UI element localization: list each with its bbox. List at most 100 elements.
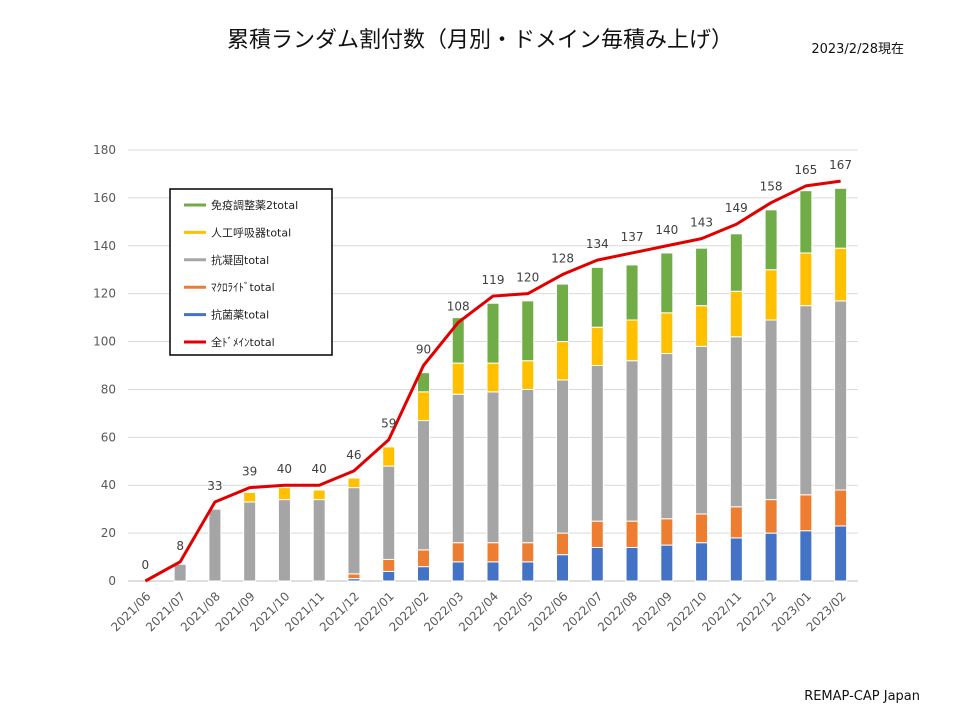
bar-macrolide-2022/06 [556, 532, 570, 556]
bar-macrolide-2022/10 [695, 513, 709, 544]
data-label-2021/09: 39 [242, 465, 257, 479]
bar-macrolide-2023/01 [799, 494, 813, 532]
bar-antibiotic-2022/12 [764, 532, 778, 582]
bar-macrolide-2022/04 [486, 542, 500, 563]
bar-immuno-2023/01 [799, 190, 813, 254]
data-label-2022/07: 134 [586, 237, 609, 251]
bar-anticoag-2021/11 [312, 499, 326, 582]
bar-ventilation-2022/07 [590, 326, 604, 367]
bar-ventilation-2022/06 [556, 341, 570, 381]
bar-immuno-2022/06 [556, 283, 570, 343]
bar-immuno-2022/12 [764, 209, 778, 271]
data-label-2022/08: 137 [621, 230, 644, 244]
bar-macrolide-2022/07 [590, 520, 604, 548]
y-tick-label: 20 [101, 526, 116, 540]
bar-ventilation-2022/01 [382, 446, 396, 467]
data-label-2021/08: 33 [207, 479, 222, 493]
data-labels: 0 8 33 39 40 40 46 59 90 108 119 120 128 134 137 140 143… [142, 158, 853, 572]
legend-box [169, 188, 333, 356]
bar-immuno-2023/02 [834, 187, 848, 249]
bar-anticoag-2022/05 [521, 388, 535, 544]
bar-ventilation-2021/09 [243, 491, 257, 503]
x-axis-ticks: 2021/062021/072021/082021/092021/102021/… [108, 589, 848, 634]
bar-immuno-2022/11 [729, 233, 743, 292]
legend-label-macrolide: ﾏｸﾛﾗｲﾄﾞtotal [211, 281, 275, 294]
total-line [144, 179, 841, 583]
bar-antibiotic-2023/02 [834, 525, 848, 582]
data-label-2022/01: 59 [381, 417, 396, 431]
data-label-2022/02: 90 [416, 343, 431, 357]
bar-antibiotic-2022/02 [416, 566, 430, 582]
chart-title: 累積ランダム割付数（月別・ドメイン毎積み上げ） [226, 28, 733, 53]
bar-ventilation-2022/05 [521, 360, 535, 390]
bar-antibiotic-2022/09 [660, 544, 674, 582]
bar-ventilation-2022/04 [486, 362, 500, 393]
y-tick-label: 0 [108, 574, 116, 588]
legend-label-anticoag: 抗凝固total [211, 253, 269, 267]
bar-ventilation-2022/02 [416, 391, 430, 422]
bar-macrolide-2022/05 [521, 542, 535, 563]
bar-ventilation-2021/11 [312, 489, 326, 501]
bar-anticoag-2023/01 [799, 305, 813, 496]
bar-immuno-2022/02 [416, 372, 430, 393]
data-label-2022/03: 108 [447, 299, 470, 313]
bar-anticoag-2022/03 [451, 393, 465, 544]
data-label-2022/10: 143 [690, 216, 713, 230]
bar-immuno-2022/03 [451, 317, 465, 364]
y-tick-label: 140 [93, 239, 116, 253]
bar-immuno-2022/09 [660, 252, 674, 314]
bar-macrolide-2023/02 [834, 489, 848, 527]
legend-label-ventilation: 人工呼吸器total [211, 226, 291, 239]
legend: 免疫調整薬2total 人工呼吸器total 抗凝固total ﾏｸﾛﾗｲﾄﾞtota… [169, 188, 333, 356]
bar-anticoag-2022/01 [382, 465, 396, 560]
y-tick-label: 180 [93, 143, 116, 157]
bar-anticoag-2022/02 [416, 420, 430, 551]
bar-antibiotic-2022/03 [451, 561, 465, 582]
bar-antibiotic-2022/01 [382, 570, 396, 582]
bar-anticoag-2021/09 [243, 501, 257, 582]
y-tick-label: 120 [93, 287, 116, 301]
y-tick-label: 40 [101, 478, 116, 492]
data-label-2023/02: 167 [829, 158, 852, 172]
credit-text: REMAP-CAP Japan [804, 689, 920, 704]
bar-anticoag-2022/06 [556, 379, 570, 534]
data-label-2021/11: 40 [312, 462, 327, 476]
bar-anticoag-2023/02 [834, 300, 848, 491]
data-label-2023/01: 165 [794, 163, 817, 177]
bar-ventilation-2022/11 [729, 290, 743, 338]
bar-immuno-2022/10 [695, 247, 709, 307]
legend-label-total: 全ﾄﾞﾒｲﾝtotal [211, 335, 275, 349]
bar-macrolide-2021/12 [347, 573, 361, 580]
bar-immuno-2022/04 [486, 302, 500, 364]
as-of-date: 2023/2/28現在 [811, 42, 904, 57]
legend-label-immuno: 免疫調整薬2total [211, 198, 298, 212]
y-tick-label: 80 [101, 382, 116, 396]
bar-antibiotic-2022/07 [590, 546, 604, 582]
bar-immuno-2022/07 [590, 266, 604, 328]
data-label-2021/10: 40 [277, 462, 292, 476]
bar-ventilation-2022/08 [625, 319, 639, 362]
bar-anticoag-2022/11 [729, 336, 743, 508]
bar-ventilation-2022/12 [764, 269, 778, 321]
bar-ventilation-2022/10 [695, 305, 709, 347]
bar-ventilation-2021/10 [277, 487, 291, 501]
bar-ventilation-2021/12 [347, 477, 361, 489]
bar-macrolide-2022/01 [382, 558, 396, 572]
data-label-2022/06: 128 [551, 252, 574, 266]
bar-macrolide-2022/12 [764, 499, 778, 534]
bar-antibiotic-2022/08 [625, 546, 639, 582]
bar-macrolide-2022/11 [729, 506, 743, 539]
data-label-2022/04: 119 [482, 273, 505, 287]
data-label-2021/12: 46 [346, 448, 361, 462]
data-label-2022/09: 140 [655, 223, 678, 237]
y-tick-label: 60 [101, 430, 116, 444]
bar-anticoag-2022/12 [764, 319, 778, 501]
bar-antibiotic-2022/06 [556, 554, 570, 582]
bar-macrolide-2022/08 [625, 520, 639, 548]
bar-anticoag-2022/09 [660, 353, 674, 520]
bar-macrolide-2022/09 [660, 518, 674, 546]
legend-label-antibiotic: 抗菌薬total [211, 308, 269, 322]
bar-anticoag-2021/07 [173, 563, 187, 582]
bar-antibiotic-2022/11 [729, 537, 743, 582]
